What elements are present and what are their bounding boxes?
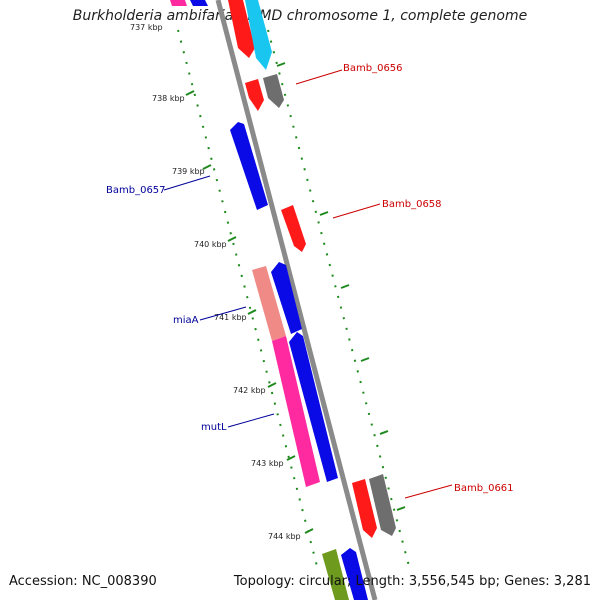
kbp-label-740: 740 kbp: [194, 240, 227, 249]
gene-arrow-mut-l: [272, 336, 320, 487]
gene-label-bamb-0657: Bamb_0657: [106, 185, 166, 196]
right-track-dashes: [276, 62, 406, 511]
leader-bamb-0656: [295, 69, 343, 85]
gene-arrow-bottom-blue: [341, 548, 368, 600]
accession-text: Accession: NC_008390: [9, 574, 157, 589]
gene-arrow-top-cyan: [245, 0, 272, 70]
gene-arrow-bamb-0661: [369, 474, 396, 536]
gene-arrow-mia-a-blue: [271, 262, 302, 334]
leader-bamb-0658: [332, 203, 381, 219]
leader-bamb-0657: [163, 175, 211, 191]
gene-arrow-top-red: [228, 0, 255, 58]
gene-label-bamb-0658: Bamb_0658: [382, 199, 442, 210]
gene-label-mia-a: miaA: [173, 315, 199, 326]
kbp-label-top-cut: 737 kbp: [130, 23, 163, 32]
gene-arrow-bamb-0657: [230, 122, 268, 210]
backbone: [215, 0, 378, 600]
map-title: Burkholderia ambifaria AMMD chromosome 1…: [72, 8, 528, 24]
gene-arrow-bamb-0661-red: [352, 479, 377, 538]
leader-bamb-0661: [404, 484, 453, 499]
gene-arrow-bamb-0658: [281, 205, 306, 252]
gene-arrow-small-red: [245, 79, 264, 111]
leader-mut-l: [227, 413, 275, 428]
gene-label-bamb-0656: Bamb_0656: [343, 63, 403, 74]
kbp-label-739: 739 kbp: [172, 167, 205, 176]
kbp-label-738: 738 kbp: [152, 94, 185, 103]
gene-label-bamb-0661: Bamb_0661: [454, 483, 514, 494]
gene-arrow-top-blue: [190, 0, 208, 6]
gene-arrow-top-pink: [170, 0, 187, 6]
kbp-label-741: 741 kbp: [214, 313, 247, 322]
kbp-tick-marks: [185, 90, 314, 534]
gene-arrow-mut-l-blue: [289, 332, 338, 482]
kbp-label-743: 743 kbp: [251, 459, 284, 468]
genome-stats-text: Topology: circular; Length: 3,556,545 bp…: [233, 574, 591, 589]
gene-arrow-bottom-olive: [322, 549, 349, 600]
kbp-label-744: 744 kbp: [268, 532, 301, 541]
gene-arrow-bamb-0656: [263, 74, 284, 108]
gene-arrow-mia-a: [252, 266, 286, 341]
gene-label-mut-l: mutL: [201, 422, 227, 433]
leader-mia-a: [199, 306, 247, 321]
kbp-label-742: 742 kbp: [233, 386, 266, 395]
